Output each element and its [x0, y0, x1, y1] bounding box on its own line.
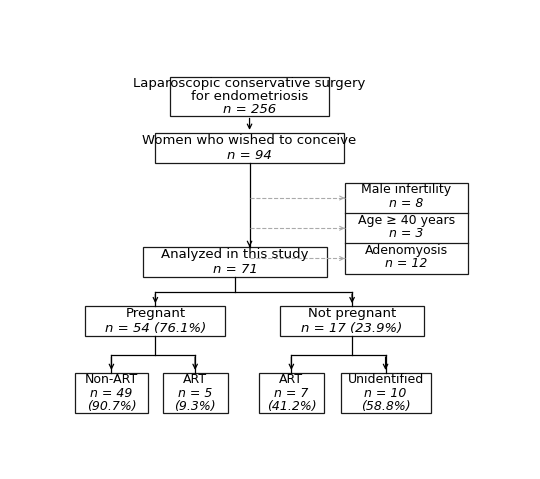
Bar	[345, 183, 468, 274]
Text: n = 256: n = 256	[223, 103, 276, 115]
Text: (58.8%): (58.8%)	[361, 400, 410, 413]
Text: Male infertility: Male infertility	[361, 183, 451, 196]
Bar	[170, 77, 329, 115]
Text: n = 3: n = 3	[389, 227, 424, 240]
Text: n = 49: n = 49	[90, 387, 133, 399]
Bar	[280, 306, 424, 336]
Text: n = 71: n = 71	[213, 263, 257, 276]
Text: Adenomyosis: Adenomyosis	[365, 244, 448, 257]
Bar	[341, 373, 430, 413]
Text: (90.7%): (90.7%)	[86, 400, 136, 413]
Text: n = 7: n = 7	[274, 387, 308, 399]
Text: Analyzed in this study: Analyzed in this study	[161, 248, 309, 261]
Text: n = 94: n = 94	[227, 149, 272, 162]
Text: n = 5: n = 5	[178, 387, 212, 399]
Text: n = 10: n = 10	[364, 387, 407, 399]
Text: ART: ART	[279, 373, 303, 386]
Bar	[163, 373, 227, 413]
Text: Women who wished to conceive: Women who wished to conceive	[143, 134, 357, 147]
Bar	[85, 306, 226, 336]
Bar	[156, 133, 344, 163]
Text: Unidentified: Unidentified	[347, 373, 424, 386]
Text: Non-ART: Non-ART	[85, 373, 138, 386]
Text: (41.2%): (41.2%)	[267, 400, 316, 413]
Text: ART: ART	[183, 373, 207, 386]
Text: n = 8: n = 8	[389, 197, 424, 210]
Text: n = 17 (23.9%): n = 17 (23.9%)	[301, 322, 403, 335]
Text: Laparoscopic conservative surgery: Laparoscopic conservative surgery	[133, 77, 366, 90]
Bar	[259, 373, 324, 413]
Text: Pregnant: Pregnant	[125, 307, 185, 320]
Text: for endometriosis: for endometriosis	[191, 90, 308, 103]
Text: Not pregnant: Not pregnant	[308, 307, 396, 320]
Bar	[75, 373, 148, 413]
Bar	[143, 247, 327, 277]
Text: n = 54 (76.1%): n = 54 (76.1%)	[105, 322, 206, 335]
Text: Age ≥ 40 years: Age ≥ 40 years	[358, 214, 455, 227]
Text: n = 12: n = 12	[386, 257, 428, 271]
Text: (9.3%): (9.3%)	[174, 400, 216, 413]
